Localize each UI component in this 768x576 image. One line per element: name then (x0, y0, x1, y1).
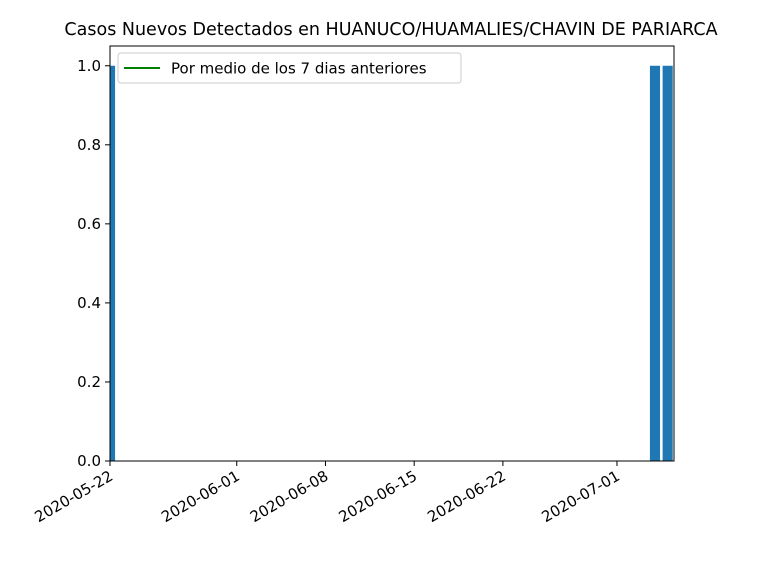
y-tick-label: 1.0 (77, 57, 101, 75)
bars-group (110, 65, 673, 461)
x-tick-label: 2020-06-15 (336, 467, 421, 526)
x-tick-label: 2020-05-22 (31, 467, 116, 526)
legend: Por medio de los 7 dias anteriores (117, 52, 462, 84)
y-axis: 0.0 0.2 0.4 0.6 0.8 1.0 (77, 57, 110, 470)
legend-label: Por medio de los 7 dias anteriores (171, 60, 427, 78)
x-tick-label: 2020-07-01 (538, 467, 623, 526)
y-tick-label: 0.6 (77, 215, 101, 233)
plot-frame (109, 45, 675, 462)
bar-2020-07-05 (662, 65, 673, 461)
legend-box (117, 52, 462, 84)
x-tick-label: 2020-06-08 (247, 467, 332, 526)
y-tick-label: 0.8 (77, 136, 101, 154)
bar-2020-05-22 (110, 65, 116, 461)
x-tick-label: 2020-06-22 (424, 467, 509, 526)
x-tick-label: 2020-06-01 (158, 467, 243, 526)
bar-2020-07-04 (649, 65, 661, 461)
chart-title: Casos Nuevos Detectados en HUANUCO/HUAMA… (64, 20, 717, 40)
y-tick-label: 0.0 (77, 452, 101, 470)
y-tick-label: 0.4 (77, 294, 101, 312)
x-axis: 2020-05-22 2020-06-01 2020-06-08 2020-06-15… (31, 461, 623, 526)
y-tick-label: 0.2 (77, 373, 101, 391)
